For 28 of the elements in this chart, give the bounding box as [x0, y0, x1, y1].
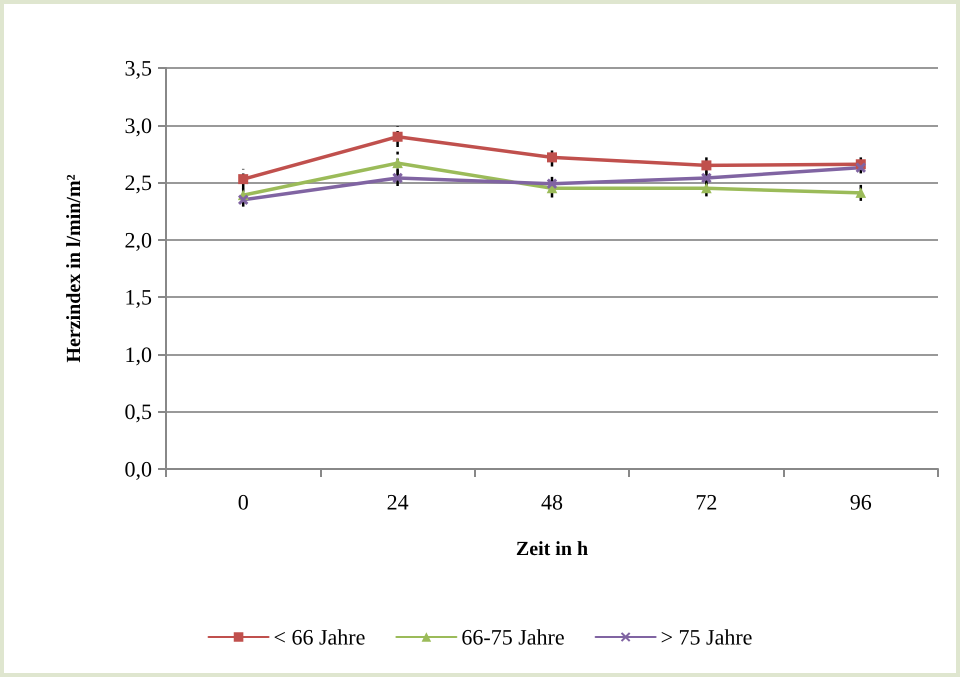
- point: [392, 132, 403, 142]
- y-tick-label: 1,0: [124, 342, 152, 367]
- point: [392, 172, 403, 183]
- point: [701, 183, 712, 194]
- y-tick-label: 0,5: [124, 399, 152, 424]
- point: [701, 160, 712, 170]
- point: [856, 188, 866, 198]
- x-tick-label: 24: [386, 490, 409, 514]
- x-tick-label: 0: [238, 490, 249, 514]
- point: [547, 178, 557, 189]
- point: [238, 174, 248, 184]
- point: [392, 158, 403, 168]
- x-axis-title: Zeit in h: [516, 538, 588, 560]
- x-tick-label: 48: [541, 490, 563, 514]
- legend-label: > 75 Jahre: [660, 624, 752, 650]
- x-tick-label: 96: [850, 490, 872, 514]
- y-axis-title: Herzindex in l/min/m²: [63, 174, 85, 363]
- legend-label: < 66 Jahre: [274, 624, 366, 650]
- y-tick-label: 3,5: [124, 56, 152, 80]
- y-tick-label: 0,0: [124, 456, 152, 482]
- point: [547, 152, 557, 162]
- x-tick-label: 72: [695, 490, 718, 514]
- legend-label: 66-75 Jahre: [461, 624, 565, 650]
- y-tick-label: 3,0: [124, 112, 152, 138]
- y-tick-label: 2,5: [124, 170, 152, 196]
- point: [701, 172, 712, 183]
- y-tick-label: 2,0: [124, 227, 152, 252]
- y-tick-label: 1,5: [124, 284, 152, 310]
